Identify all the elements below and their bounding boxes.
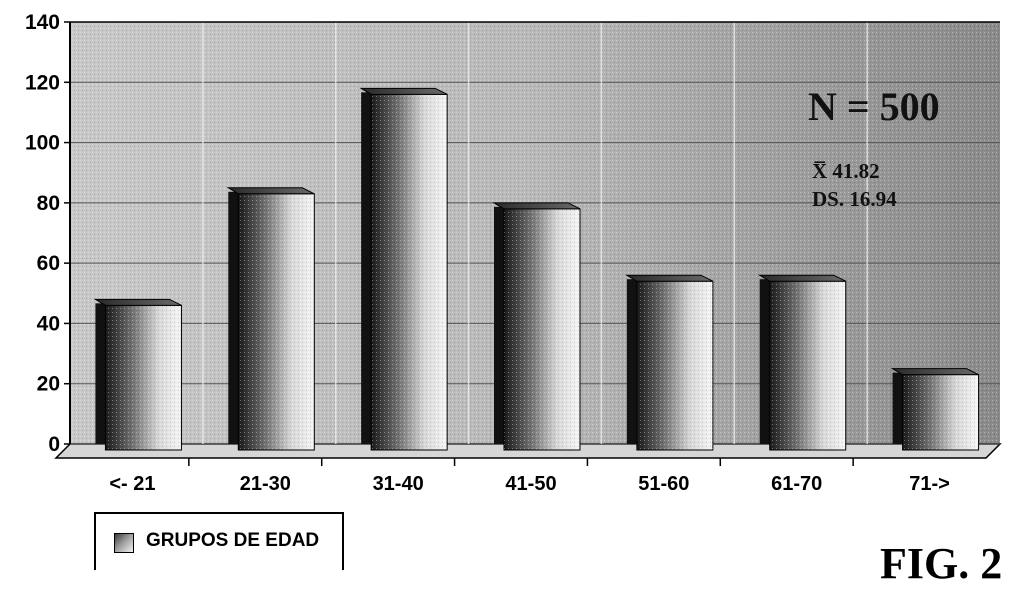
bar-top bbox=[890, 368, 979, 376]
bar-texture bbox=[105, 305, 182, 450]
x-tick-label: <- 21 bbox=[109, 473, 155, 495]
bar-texture bbox=[636, 281, 713, 450]
bar-top bbox=[226, 187, 315, 195]
y-tick-label: 40 bbox=[37, 312, 60, 335]
bar-texture bbox=[238, 193, 315, 451]
x-tick-label: 21-30 bbox=[240, 473, 291, 495]
bar-top bbox=[359, 87, 448, 95]
annotation-n: N = 500 bbox=[808, 84, 940, 129]
bar bbox=[492, 202, 581, 451]
figure-label: FIG. 2 bbox=[880, 539, 1003, 588]
bar bbox=[625, 274, 714, 451]
y-tick-label: 140 bbox=[25, 11, 60, 34]
x-tick-label: 41-50 bbox=[505, 473, 556, 495]
axes bbox=[69, 21, 1000, 444]
bar bbox=[226, 187, 315, 451]
legend: GRUPOS DE EDAD bbox=[94, 512, 344, 570]
legend-swatch bbox=[114, 533, 134, 553]
bar bbox=[359, 87, 448, 451]
y-axis-ticks: 0 20 40 60 80 100 120 140 bbox=[25, 11, 70, 456]
x-axis-ticks: <- 21 21-30 31-40 41-50 51-60 61-70 71-> bbox=[109, 458, 950, 495]
bar-texture bbox=[504, 208, 580, 450]
legend-label: GRUPOS DE EDAD bbox=[146, 530, 320, 551]
y-tick-label: 80 bbox=[37, 192, 60, 215]
x-tick-label: 61-70 bbox=[771, 473, 822, 495]
y-tick-label: 20 bbox=[37, 373, 60, 396]
bar-texture bbox=[371, 94, 448, 451]
y-tick-label: 60 bbox=[37, 252, 60, 275]
bar-top bbox=[492, 202, 581, 210]
bar bbox=[93, 298, 182, 451]
x-tick-label: 31-40 bbox=[373, 473, 424, 495]
x-tick-label: 71-> bbox=[909, 473, 950, 495]
bar-top bbox=[757, 274, 846, 282]
bar-texture bbox=[769, 281, 846, 450]
bars bbox=[93, 87, 980, 451]
bar bbox=[890, 368, 980, 451]
bar-texture bbox=[902, 374, 979, 450]
x-tick-label: 51-60 bbox=[638, 473, 689, 495]
y-tick-label: 100 bbox=[25, 132, 60, 155]
y-tick-label: 0 bbox=[48, 433, 60, 456]
bar-top bbox=[625, 274, 714, 282]
bar bbox=[757, 274, 847, 451]
annotation-sd: DS. 16.94 bbox=[812, 187, 897, 211]
bar-top bbox=[93, 298, 182, 306]
annotation-mean: X̅ 41.82 bbox=[812, 159, 880, 183]
y-tick-label: 120 bbox=[25, 71, 60, 94]
bar-chart: 0 20 40 60 80 100 120 140 <- 21 21-30 31-40 41-50 5… bbox=[25, 11, 1002, 495]
